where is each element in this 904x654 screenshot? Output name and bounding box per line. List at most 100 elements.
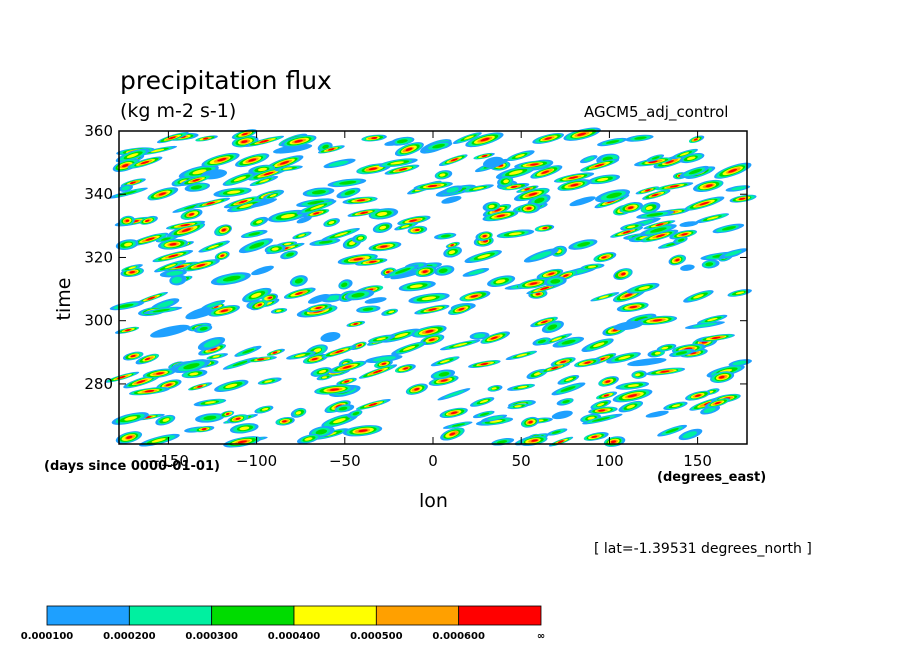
precip-contour <box>593 342 605 348</box>
precip-contour <box>130 354 136 358</box>
precip-contour <box>360 211 369 214</box>
precip-contour <box>282 167 293 170</box>
precip-contour <box>275 309 282 312</box>
precip-contour <box>362 307 374 311</box>
precip-contour <box>651 156 660 160</box>
precip-contour <box>395 267 411 274</box>
precip-contour <box>439 359 450 364</box>
precip-contour <box>584 361 591 364</box>
precip-contour <box>728 168 738 173</box>
precip-contour <box>162 418 170 422</box>
precip-contour <box>268 296 273 299</box>
precip-contour <box>458 307 465 311</box>
precip-contour <box>220 309 229 313</box>
precip-contour <box>272 143 313 154</box>
precip-contour <box>480 362 489 366</box>
precip-contour <box>446 187 459 193</box>
precip-contour <box>597 177 609 182</box>
precip-contour <box>121 185 131 191</box>
precip-contour <box>724 250 742 257</box>
precip-contour <box>508 170 523 175</box>
precip-contour <box>402 345 416 351</box>
precip-contour <box>279 161 290 165</box>
precip-contour <box>468 269 485 275</box>
precip-contour <box>248 232 261 236</box>
precip-contour <box>165 383 172 387</box>
precip-contour <box>594 163 605 167</box>
precip-contour <box>738 197 746 200</box>
precip-contour <box>210 347 217 351</box>
precip-contour <box>613 321 644 331</box>
precip-contour <box>451 423 466 427</box>
precip-contour <box>256 220 263 224</box>
precip-contour <box>129 271 136 274</box>
precip-contour <box>311 190 326 195</box>
precip-contour <box>629 305 638 309</box>
precip-contour <box>540 286 550 290</box>
precip-contour <box>140 161 150 165</box>
precip-contour <box>428 338 435 342</box>
precip-contour <box>147 296 155 300</box>
precip-contour <box>601 256 607 259</box>
precip-contour <box>298 234 305 237</box>
precip-contour <box>605 380 611 383</box>
y-tick-label: 320 <box>84 248 113 266</box>
precip-contour <box>368 260 377 263</box>
precip-contour <box>694 394 702 397</box>
precip-contour <box>606 192 622 199</box>
precip-contour <box>414 387 420 391</box>
precip-contour <box>627 384 640 387</box>
precip-contour <box>650 227 667 233</box>
precip-contour <box>121 163 129 168</box>
precip-contour <box>206 201 215 205</box>
precip-contour <box>481 154 488 158</box>
precip-contour <box>651 193 659 197</box>
precip-contour <box>598 409 606 412</box>
precip-contour <box>318 240 333 244</box>
x-tick-label: 0 <box>428 452 438 470</box>
colorbar-swatch <box>375 605 460 626</box>
precip-contour <box>561 339 576 345</box>
precip-contour <box>394 332 409 338</box>
x-tick-label: −150 <box>148 452 189 470</box>
x-tick-label: −50 <box>329 452 361 470</box>
precip-contour <box>444 390 465 398</box>
precip-contour <box>307 200 325 205</box>
precip-contour <box>150 148 165 153</box>
precip-contour <box>635 373 641 377</box>
precip-contour <box>196 263 206 267</box>
precip-contour <box>534 197 545 204</box>
precip-contour <box>259 179 270 183</box>
precip-contour <box>396 139 408 144</box>
precip-contour <box>686 156 696 160</box>
precip-contour <box>233 176 247 182</box>
precip-contour <box>160 237 171 241</box>
colorbar-swatch <box>211 605 295 626</box>
precip-contour <box>627 206 634 210</box>
chart-units: (kg m-2 s-1) <box>120 100 237 122</box>
precip-contour <box>438 268 448 274</box>
precip-contour <box>307 294 330 304</box>
precip-contour <box>705 184 713 188</box>
x-axis-ticks: −150 −100 −50 0 50 100 150 <box>148 131 712 470</box>
precip-contour <box>352 411 360 416</box>
precip-contour <box>551 366 559 370</box>
precip-contour <box>721 226 737 231</box>
colorbar-label: 0.000400 <box>268 631 321 642</box>
precip-contour <box>714 401 721 405</box>
precip-contour <box>711 336 721 340</box>
precip-contour <box>192 178 200 182</box>
x-tick-label: 50 <box>512 452 531 470</box>
precip-contour <box>577 132 587 136</box>
precip-contour <box>537 339 546 344</box>
precip-contour <box>524 188 530 191</box>
precip-contour <box>550 279 561 284</box>
precip-contour <box>192 169 207 175</box>
precip-contour <box>565 377 574 382</box>
precip-contour <box>403 367 409 370</box>
precip-contour <box>318 369 327 374</box>
precip-contour <box>660 370 670 373</box>
precip-contour <box>150 324 191 338</box>
latitude-note: [ lat=-1.39531 degrees_north ] <box>594 541 812 557</box>
